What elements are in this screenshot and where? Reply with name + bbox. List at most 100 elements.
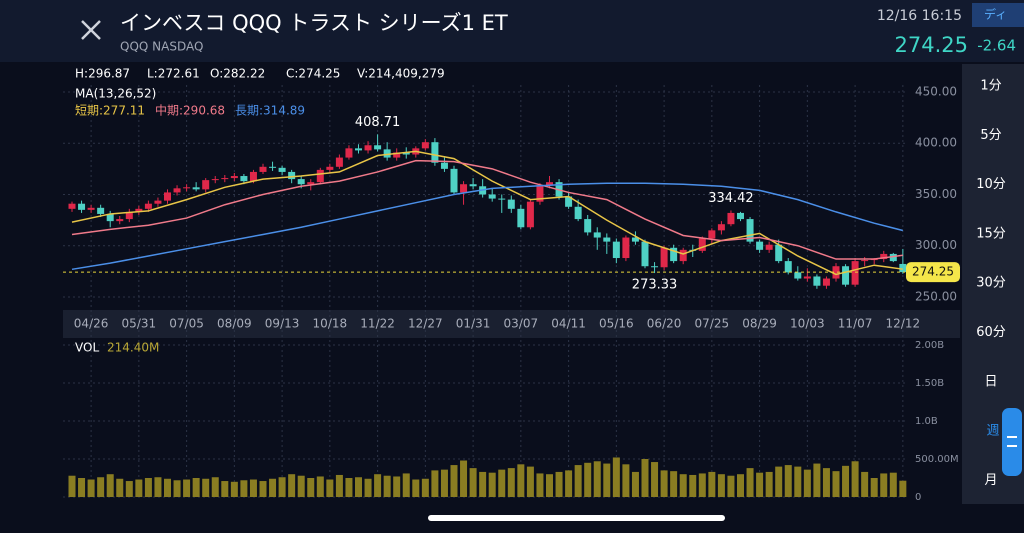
volume-bar [870,478,878,497]
volume-bar [374,474,382,497]
volume-bar [440,469,448,497]
candle-body [316,169,324,183]
volume-bar [297,475,305,497]
candle-body [364,145,372,151]
volume-bar [737,474,744,497]
candle-body [498,198,506,200]
interval-option[interactable]: 5分 [980,128,1001,143]
interval-option[interactable]: 週 [986,424,999,439]
interval-option[interactable]: 日 [984,374,997,389]
volume-bar [183,479,191,497]
volume-bar [431,470,439,497]
candle-body [383,149,391,158]
title: インベスコ QQQ トラスト シリーズ1 ET [120,11,508,35]
volume-bar [211,477,219,497]
candle-body [565,196,573,207]
x-tick-label: 12/27 [408,317,443,331]
candle-body [230,176,238,179]
volume-bar [574,465,582,497]
candle-body [106,213,114,222]
volume-bar [269,478,277,497]
ma-legend-title: MA(13,26,52) [75,87,156,101]
stat: V:214,409,279 [357,67,445,81]
volume-bar [784,465,792,497]
y-tick-label: 0 [915,492,921,503]
candle-body [135,208,143,212]
volume-bar [116,478,124,497]
candle-body [297,179,305,185]
stat: L:272.61 [147,67,200,81]
tab[interactable] [972,3,1024,27]
candle-body [87,207,95,210]
x-tick-label: 10/03 [790,317,825,331]
volume-bar [813,463,821,497]
close-button[interactable] [81,20,101,40]
volume-bar [899,480,907,497]
interval-option[interactable]: 月 [984,473,997,488]
date-row [63,310,960,338]
x-tick-label: 11/22 [360,317,395,331]
interval-option[interactable]: 30分 [976,276,1006,291]
candle-body [269,166,277,168]
candle-body [737,212,744,220]
volume-bar [221,481,229,497]
toggle[interactable] [1002,408,1022,476]
candle-body [355,148,362,151]
x-tick-label: 05/31 [122,317,157,331]
volume-bar [641,459,649,497]
candle-body [116,219,124,222]
candle-body [469,184,477,187]
candle-body [775,244,783,262]
candle-body [192,187,200,190]
x-tick-label: 08/29 [742,317,777,331]
candle-body [679,249,687,262]
candle-body [288,171,296,180]
volume-bar [842,465,850,497]
volume-bar [97,477,105,497]
volume-bar [355,477,362,497]
candle-body [727,212,735,225]
volume-bar [546,474,553,497]
volume-bar [383,475,391,497]
candle-body [708,230,716,239]
volume-bar [727,475,735,497]
interval-option[interactable]: 10分 [976,177,1006,192]
candle-body [612,241,620,259]
volume-bar [488,472,496,497]
volume-bar [670,471,678,497]
volume-bar [335,474,343,497]
candle-body [670,247,678,262]
candle-body [440,162,448,169]
volume-bar [479,471,487,497]
volume-bar [698,473,706,497]
volume-bar [717,474,725,497]
candle-body [593,232,601,238]
x-tick-label: 07/25 [695,317,730,331]
candle-body [249,171,257,182]
volume-bar [498,469,506,497]
x-tick-label: 05/16 [599,317,634,331]
interval-option[interactable]: 15分 [976,226,1006,241]
ma-line [71,159,903,260]
volume-bar [164,478,171,497]
candle-body [784,261,792,273]
volume-bar [555,471,563,497]
volume-bar [851,461,859,497]
volume-bar [622,464,630,497]
candle-body [144,203,152,209]
volume-bar [584,462,592,497]
interval-option[interactable]: 1分 [980,79,1001,94]
timestamp: 12/16 16:15 [877,8,962,24]
volume-bar [278,477,286,497]
volume-bar [469,468,477,497]
interval-option[interactable]: 60分 [976,325,1006,340]
price-annotation: 273.33 [632,278,678,293]
candle-body [488,194,496,199]
volume-bar [746,468,754,497]
volume-bar [507,468,515,497]
tab-label[interactable]: ディ [984,7,1007,22]
volume-bar [144,478,152,497]
y-tick-label: 400.00 [915,136,957,150]
volume-bar [880,473,888,497]
volume-bar [240,480,248,497]
